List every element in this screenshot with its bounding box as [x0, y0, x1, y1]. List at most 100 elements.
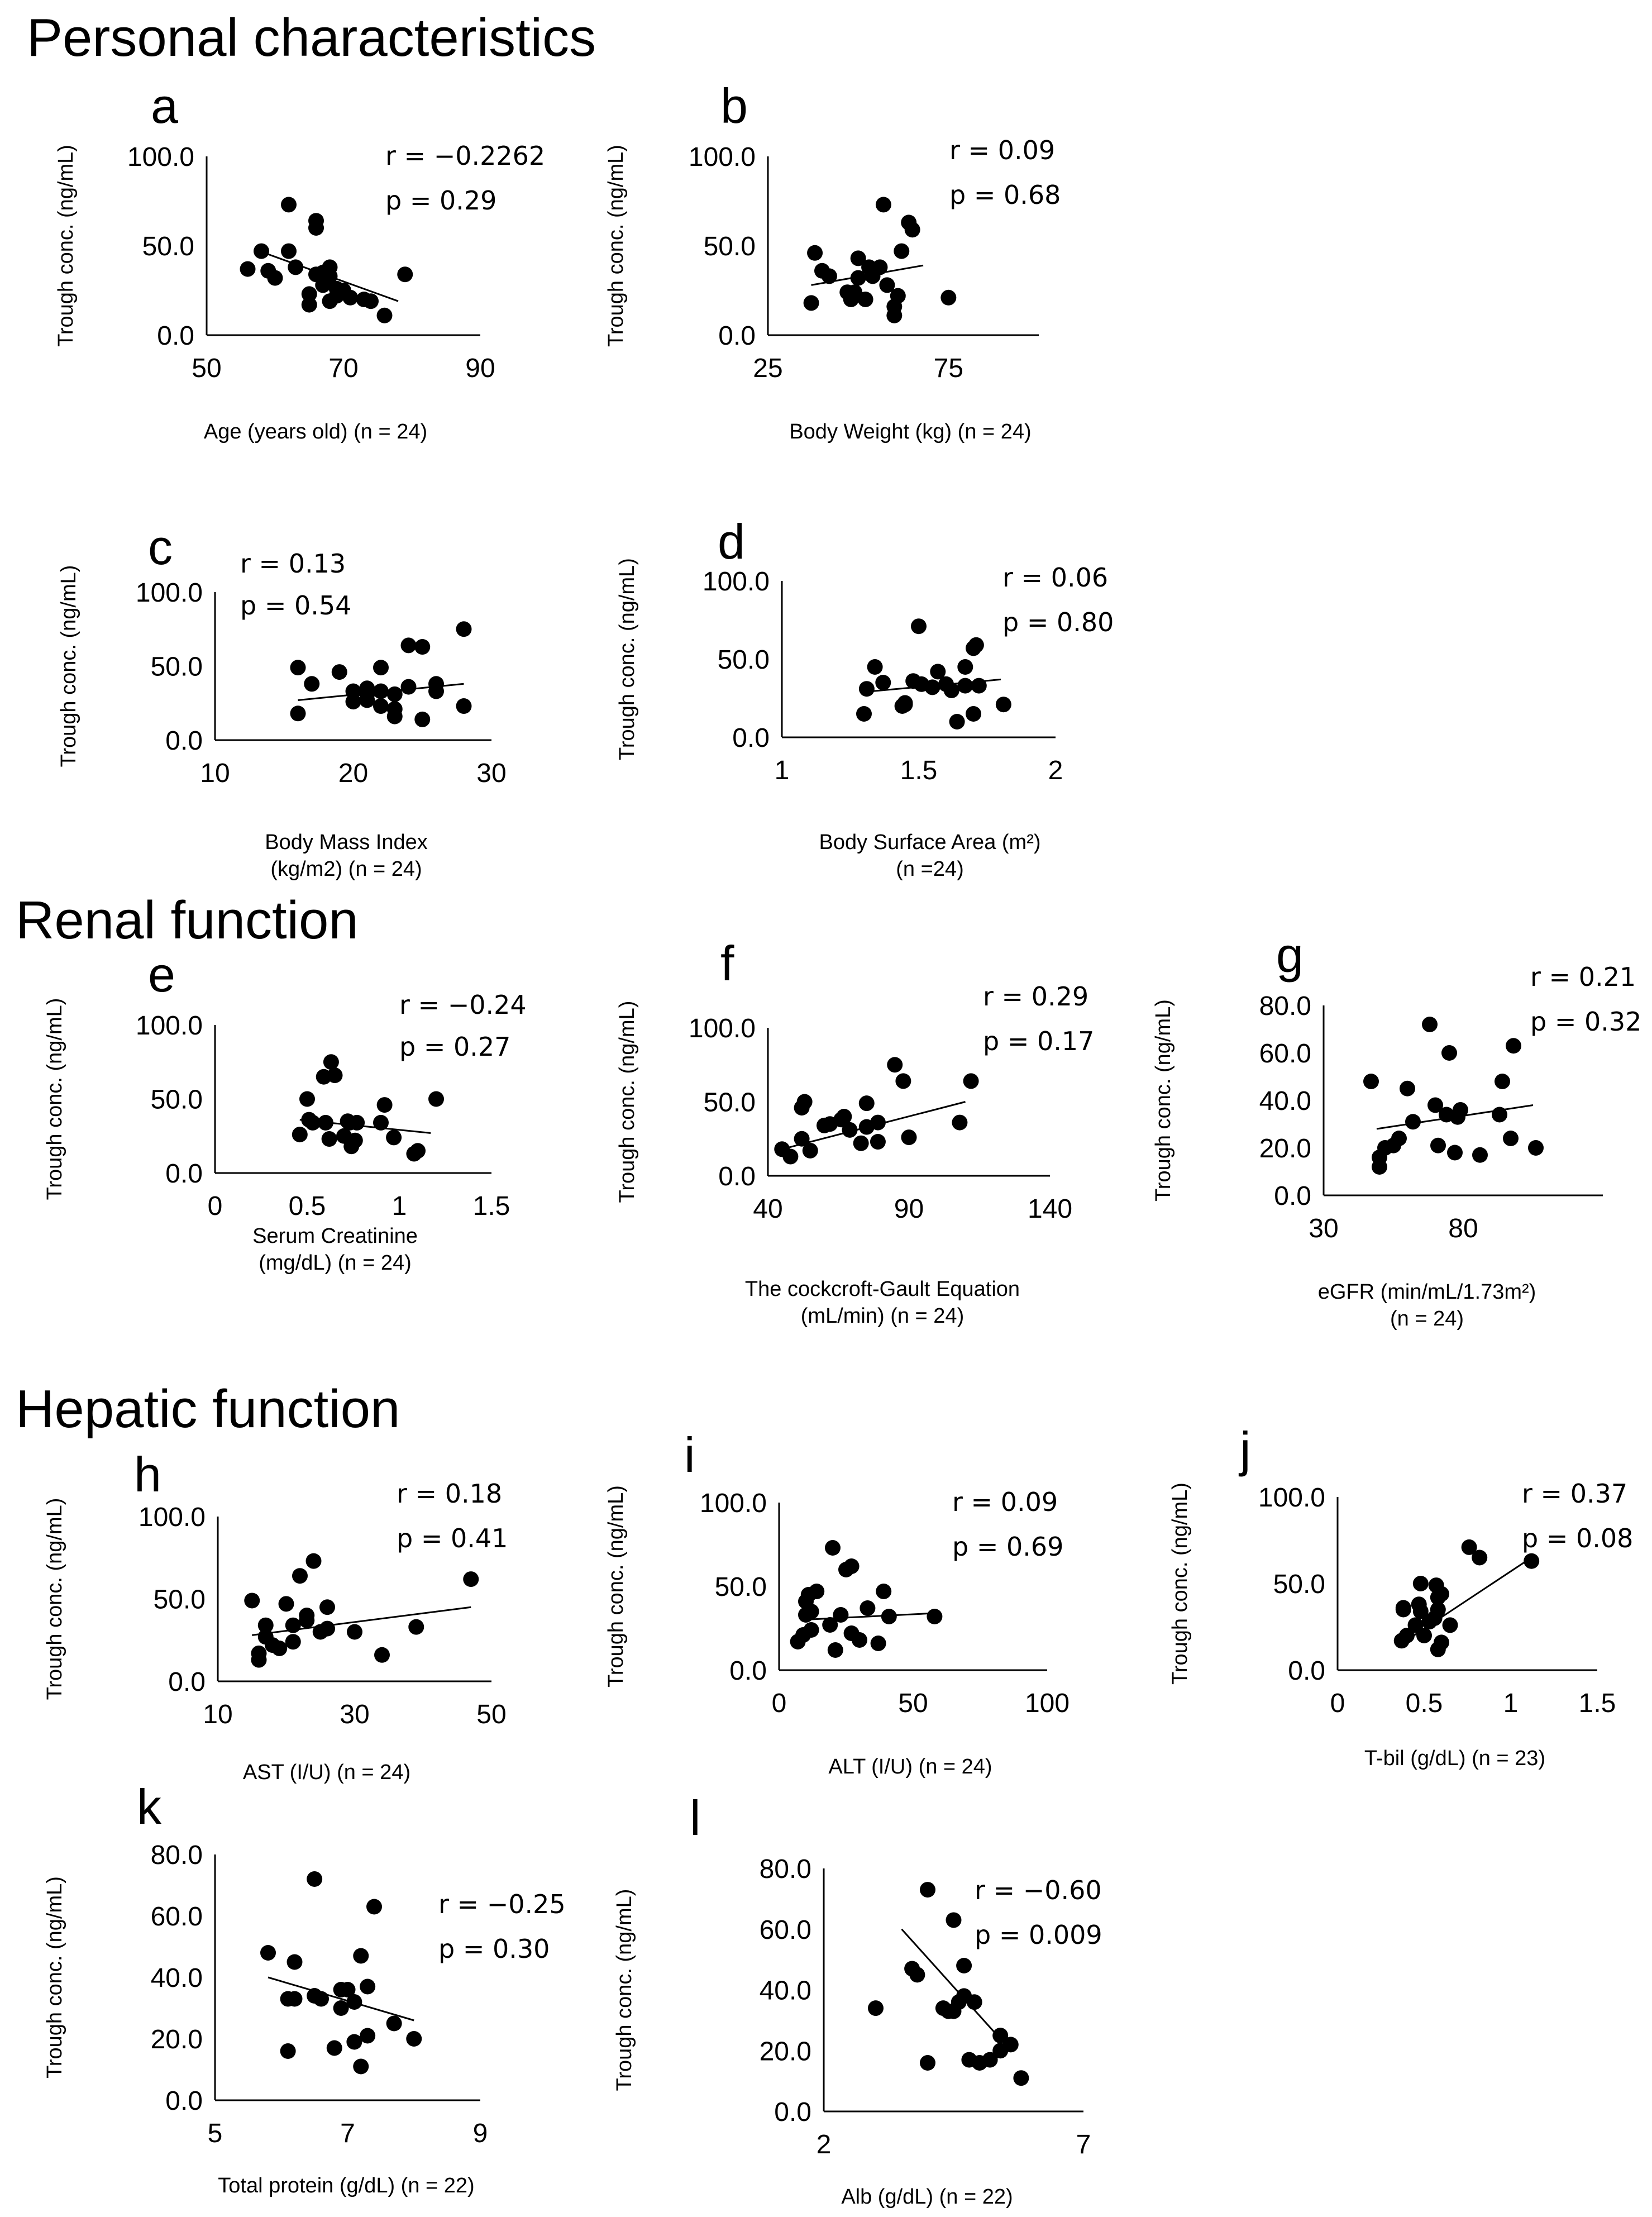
data-point	[857, 292, 873, 307]
data-point	[836, 1109, 852, 1124]
data-point	[319, 1620, 335, 1637]
data-point	[326, 2040, 342, 2056]
y-tick-label: 0.0	[1288, 1656, 1325, 1686]
data-point	[1400, 1080, 1415, 1096]
data-point	[271, 1641, 288, 1656]
data-point	[825, 1540, 841, 1556]
data-point	[952, 1114, 968, 1131]
data-point	[827, 1642, 843, 1658]
y-tick-label: 50.0	[704, 1088, 756, 1118]
data-point	[308, 220, 324, 236]
data-point	[1492, 1107, 1507, 1123]
data-point	[796, 1094, 813, 1110]
data-point	[956, 1958, 972, 1973]
correlation-r: r = −0.25	[438, 1889, 566, 1919]
data-point	[244, 1593, 260, 1609]
x-tick-label: 1.5	[1579, 1689, 1616, 1718]
data-point	[386, 2015, 402, 2032]
p-value: p = 0.17	[983, 1026, 1094, 1056]
data-point	[304, 676, 320, 692]
x-tick-label: 90	[465, 354, 495, 383]
data-point	[304, 1114, 321, 1131]
data-point	[386, 701, 403, 717]
panel-letter: k	[137, 1779, 162, 1834]
y-tick-label: 50.0	[718, 645, 770, 675]
data-point	[456, 621, 472, 637]
data-point	[890, 288, 906, 304]
data-point	[285, 1617, 301, 1633]
data-point	[1416, 1628, 1432, 1643]
panel-letter: c	[148, 519, 173, 575]
data-point	[870, 1134, 886, 1150]
data-point	[887, 1057, 903, 1073]
p-value: p = 0.08	[1522, 1523, 1633, 1553]
p-value: p = 0.69	[952, 1532, 1063, 1562]
y-tick-label: 50.0	[151, 652, 203, 682]
data-point	[895, 1073, 911, 1089]
correlation-r: r = −0.60	[975, 1875, 1102, 1905]
p-value: p = 0.30	[438, 1934, 550, 1964]
data-point	[856, 706, 872, 722]
x-tick-label: 0.5	[1406, 1689, 1443, 1718]
y-tick-label: 0.0	[165, 726, 203, 756]
x-tick-label: 7	[340, 2119, 355, 2148]
data-point	[850, 250, 866, 266]
data-point	[301, 297, 317, 313]
data-point	[301, 286, 317, 302]
y-tick-label: 60.0	[760, 1915, 811, 1945]
panel-letter: e	[148, 947, 175, 1002]
x-tick-label: 7	[1076, 2130, 1091, 2159]
x-tick-label: 1	[392, 1191, 407, 1221]
y-axis-title: Trough conc. (ng/mL)	[604, 145, 628, 347]
panel-g: g 0.0 20.0 40.0 60.0 80.0 30 80 Trough conc. (ng…	[1152, 927, 1641, 1331]
p-value: p = 0.41	[397, 1523, 508, 1553]
data-point	[930, 664, 946, 680]
data-point	[1472, 1549, 1488, 1566]
panel-letter: l	[690, 1790, 701, 1846]
x-tick-label: 0	[1330, 1689, 1345, 1718]
data-point	[1461, 1539, 1477, 1555]
data-point	[1524, 1553, 1540, 1569]
data-point	[858, 681, 875, 697]
p-value: p = 0.32	[1530, 1007, 1641, 1037]
data-point	[853, 1135, 869, 1151]
data-point	[821, 268, 837, 284]
panel-c: c 0.0 50.0 100.0 10 20 30 Trough conc. (ng/mL) B…	[57, 519, 507, 881]
x-axis-title: Age (years old) (n = 24)	[204, 420, 427, 444]
data-point	[313, 1991, 329, 2007]
x-tick-label: 10	[200, 759, 230, 788]
data-point	[803, 1622, 819, 1638]
correlation-r: r = 0.29	[983, 981, 1088, 1012]
data-point	[290, 705, 306, 722]
data-point	[406, 2031, 422, 2047]
panel-d: d 0.0 50.0 100.0 1 1.5 2 Trough conc. (ng/mL) Bo…	[615, 514, 1114, 881]
data-point	[281, 243, 297, 259]
data-point	[943, 683, 959, 698]
data-point	[299, 1612, 315, 1628]
data-point	[360, 2028, 376, 2044]
panel-letter: f	[720, 936, 734, 991]
panel-letter: j	[1238, 1422, 1251, 1477]
data-point	[995, 697, 1011, 713]
x-axis-title: (mg/dL) (n = 24)	[259, 1251, 412, 1275]
data-point	[867, 659, 883, 675]
panel-l: l 0.0 20.0 40.0 60.0 80.0 2 7 Trough conc. (ng/m…	[613, 1790, 1102, 2209]
data-point	[782, 1148, 799, 1165]
x-tick-label: 30	[340, 1700, 369, 1729]
data-point	[911, 618, 927, 635]
x-tick-label: 0	[208, 1191, 223, 1221]
data-point	[428, 1091, 444, 1107]
y-axis-title: Trough conc. (ng/mL)	[43, 1876, 66, 2078]
data-point	[333, 2000, 349, 2016]
data-point	[1407, 1617, 1424, 1633]
y-tick-label: 50.0	[142, 232, 194, 261]
correlation-r: r = −0.2262	[385, 141, 545, 171]
data-point	[904, 222, 920, 238]
x-tick-label: 100	[1025, 1689, 1069, 1718]
data-point	[345, 683, 361, 699]
data-point	[346, 1994, 362, 2010]
y-tick-label: 80.0	[760, 1854, 811, 1884]
data-point	[957, 659, 973, 675]
data-point	[366, 1899, 382, 1915]
